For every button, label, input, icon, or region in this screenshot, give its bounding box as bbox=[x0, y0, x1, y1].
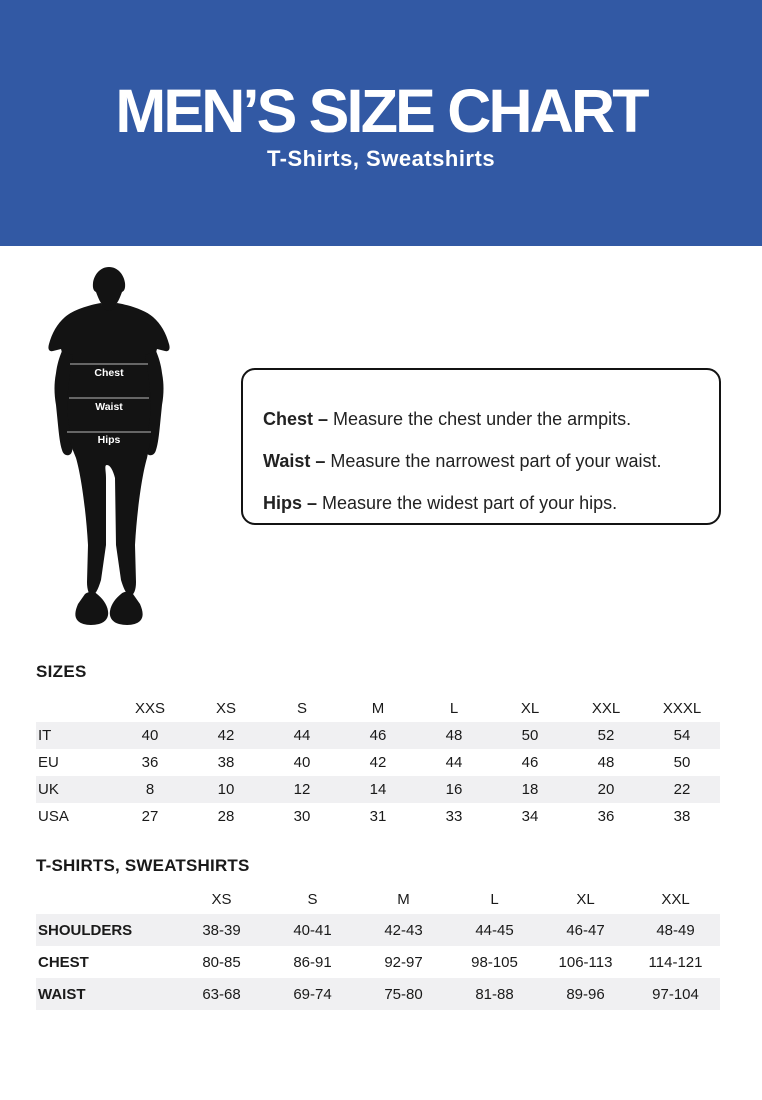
svg-text:Waist: Waist bbox=[95, 401, 123, 413]
svg-text:Chest: Chest bbox=[94, 367, 124, 379]
svg-text:Hips: Hips bbox=[98, 434, 121, 446]
